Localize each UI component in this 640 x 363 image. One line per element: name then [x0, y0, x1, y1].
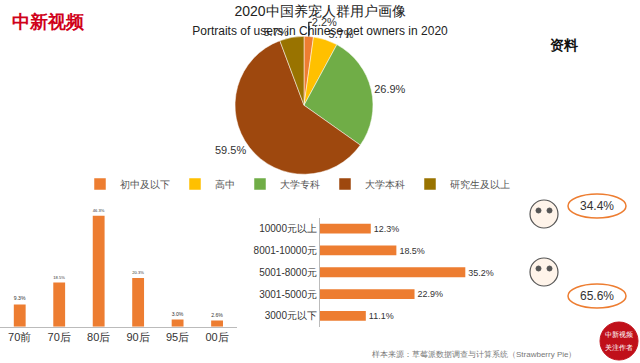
svg-text:3001-5000元: 3001-5000元 — [259, 289, 317, 300]
svg-text:46.3%: 46.3% — [93, 208, 105, 213]
svg-text:90后: 90后 — [127, 331, 150, 343]
svg-text:11.1%: 11.1% — [369, 311, 394, 321]
svg-text:10000元以上: 10000元以上 — [259, 223, 317, 234]
svg-text:00后: 00后 — [205, 331, 228, 343]
svg-text:中新视频: 中新视频 — [12, 12, 85, 32]
svg-text:2020中国养宠人群用户画像Portraits of use: 2020中国养宠人群用户画像Portraits of users in Chin… — [192, 3, 448, 37]
svg-text:资料: 资料 — [550, 37, 578, 53]
svg-text:样本来源：草莓派数据调查与计算系统（Strawberry P: 样本来源：草莓派数据调查与计算系统（Strawberry Pie） — [372, 350, 576, 359]
svg-text:2.2%: 2.2% — [312, 16, 337, 28]
svg-text:大学本科: 大学本科 — [365, 179, 405, 190]
svg-text:70后: 70后 — [48, 331, 71, 343]
svg-text:18.5%: 18.5% — [53, 275, 65, 280]
svg-text:5001-8000元: 5001-8000元 — [259, 267, 317, 278]
svg-text:5.7%: 5.7% — [329, 28, 354, 40]
svg-text:65.6%: 65.6% — [580, 289, 614, 303]
svg-text:20.3%: 20.3% — [132, 270, 144, 275]
svg-text:35.2%: 35.2% — [468, 268, 493, 278]
svg-text:中新视频: 中新视频 — [605, 331, 633, 339]
svg-text:18.5%: 18.5% — [399, 246, 424, 256]
svg-text:12.3%: 12.3% — [374, 224, 399, 234]
svg-text:80后: 80后 — [87, 331, 110, 343]
svg-text:70前: 70前 — [8, 331, 31, 343]
svg-text:高中: 高中 — [215, 179, 235, 190]
svg-text:3000元以下: 3000元以下 — [265, 310, 317, 321]
svg-text:关注作者: 关注作者 — [605, 344, 633, 351]
svg-text:初中及以下: 初中及以下 — [120, 179, 170, 190]
svg-text:2.6%: 2.6% — [211, 312, 223, 318]
svg-text:研究生及以上: 研究生及以上 — [450, 179, 510, 190]
svg-text:3.0%: 3.0% — [172, 311, 184, 317]
svg-text:大学专科: 大学专科 — [280, 179, 320, 190]
svg-text:59.5%: 59.5% — [215, 144, 246, 156]
svg-text:5.7%: 5.7% — [263, 26, 288, 38]
svg-text:26.9%: 26.9% — [374, 83, 405, 95]
svg-text:34.4%: 34.4% — [580, 199, 614, 213]
svg-text:8001-10000元: 8001-10000元 — [254, 245, 317, 256]
svg-text:95后: 95后 — [166, 331, 189, 343]
svg-text:9.3%: 9.3% — [14, 295, 26, 301]
svg-text:22.9%: 22.9% — [418, 289, 443, 299]
